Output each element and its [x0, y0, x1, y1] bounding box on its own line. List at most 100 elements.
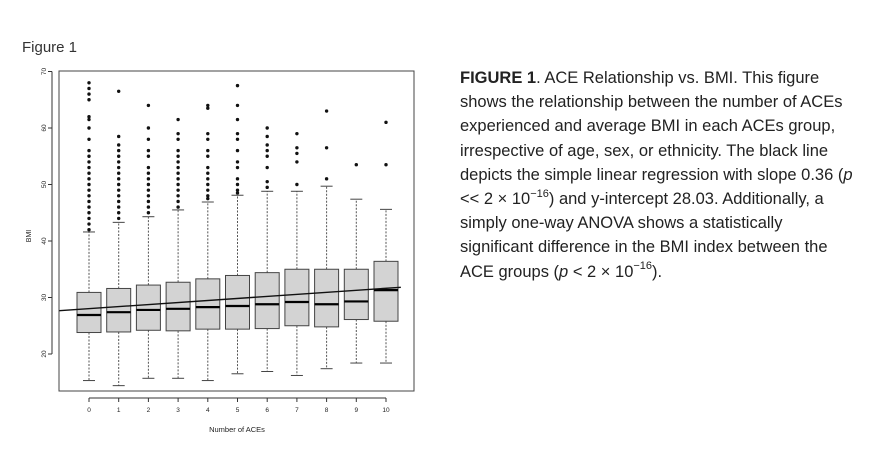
outlier-4-1 — [206, 194, 210, 198]
outlier-4-2 — [206, 188, 210, 192]
box-0 — [76, 291, 102, 334]
x-tick-label-9: 9 — [354, 407, 358, 414]
outlier-6-5 — [265, 143, 269, 147]
box-group-7 — [284, 190, 310, 376]
outlier-2-5 — [146, 182, 151, 187]
x-tick-label-8: 8 — [325, 407, 329, 414]
outlier-4-9 — [206, 137, 210, 141]
outlier-0-13 — [87, 154, 91, 158]
outlier-9-0 — [354, 163, 358, 167]
outliers-layer — [87, 81, 388, 232]
outlier-8-0 — [324, 177, 329, 181]
x-axis-label: Number of ACEs — [209, 425, 265, 434]
box-group-2 — [135, 216, 161, 379]
y-tick-label-60: 60 — [41, 124, 48, 132]
caption-text-2: << 2 × 10 — [460, 190, 531, 209]
outlier-1-9 — [117, 165, 121, 170]
outlier-3-0 — [176, 205, 180, 209]
outlier-2-13 — [146, 103, 151, 108]
box-1 — [106, 287, 132, 333]
box-group-8 — [314, 185, 340, 370]
outlier-2-11 — [146, 137, 151, 141]
box-group-0 — [76, 231, 102, 382]
outlier-2-0 — [146, 211, 151, 215]
x-tick-label-1: 1 — [117, 407, 121, 414]
box-6 — [254, 272, 280, 330]
outlier-3-8 — [176, 160, 180, 164]
outlier-1-15 — [117, 89, 121, 93]
outlier-4-7 — [206, 154, 210, 158]
outlier-0-10 — [87, 171, 91, 175]
outlier-3-7 — [176, 165, 180, 170]
y-tick-label-30: 30 — [41, 294, 48, 302]
box-group-3 — [165, 209, 191, 379]
x-tick-label-4: 4 — [206, 407, 210, 414]
outlier-5-10 — [235, 103, 240, 108]
outlier-5-5 — [235, 160, 240, 164]
x-tick-label-7: 7 — [295, 407, 299, 414]
outlier-4-5 — [206, 171, 210, 175]
y-tick-label-50: 50 — [41, 181, 48, 189]
outlier-4-11 — [206, 106, 210, 110]
outlier-6-6 — [265, 134, 269, 139]
outlier-7-1 — [295, 160, 299, 164]
outlier-7-4 — [295, 131, 299, 136]
outlier-1-2 — [117, 205, 121, 209]
outlier-2-8 — [146, 165, 151, 170]
box-group-10 — [373, 208, 399, 364]
outlier-1-8 — [117, 171, 121, 175]
box-8 — [314, 268, 340, 328]
outlier-5-1 — [235, 188, 240, 192]
outlier-4-10 — [206, 131, 210, 136]
outlier-3-9 — [176, 154, 180, 158]
outlier-5-9 — [235, 117, 240, 122]
outlier-3-4 — [176, 182, 180, 187]
boxes-layer — [76, 185, 399, 387]
outlier-0-4 — [87, 205, 91, 209]
outlier-0-7 — [87, 188, 91, 192]
outlier-0-3 — [87, 211, 91, 215]
outlier-0-0 — [87, 228, 91, 232]
caption-exponent-2: −16 — [633, 260, 653, 273]
outlier-6-4 — [265, 148, 269, 153]
caption-text-1: . ACE Relationship vs. BMI. This figure … — [460, 69, 844, 184]
outlier-0-15 — [87, 137, 91, 141]
outlier-4-6 — [206, 165, 210, 170]
box-group-1 — [106, 221, 132, 387]
x-tick-label-5: 5 — [236, 407, 240, 414]
outlier-2-3 — [146, 194, 151, 198]
outlier-5-11 — [235, 83, 240, 88]
outlier-0-16 — [87, 126, 91, 130]
y-tick-label-20: 20 — [41, 350, 48, 358]
outlier-0-11 — [87, 165, 91, 170]
outlier-3-2 — [176, 194, 180, 198]
y-axis-label: BMI — [26, 230, 33, 243]
outlier-0-1 — [87, 222, 91, 226]
outlier-3-11 — [176, 137, 180, 141]
outlier-7-0 — [295, 182, 299, 187]
y-tick-label-70: 70 — [41, 68, 48, 76]
outlier-6-1 — [265, 179, 269, 184]
outlier-2-2 — [146, 199, 151, 204]
outlier-5-0 — [235, 191, 240, 195]
outlier-1-5 — [117, 188, 121, 192]
outlier-2-4 — [146, 188, 151, 192]
outlier-5-2 — [235, 182, 240, 187]
outlier-0-19 — [87, 98, 91, 102]
outlier-3-5 — [176, 177, 180, 181]
outlier-0-5 — [87, 199, 91, 204]
outlier-6-0 — [265, 185, 269, 190]
outlier-1-11 — [117, 154, 121, 158]
box-5 — [225, 274, 250, 330]
x-tick-label-2: 2 — [147, 407, 151, 414]
axes-layer: 0 1 2 3 4 5 6 7 8 9 10 20 30 40 50 60 70 — [41, 68, 390, 414]
outlier-4-0 — [206, 196, 210, 201]
outlier-3-10 — [176, 148, 180, 153]
outlier-7-3 — [295, 146, 299, 150]
outlier-2-9 — [146, 154, 151, 158]
box-9 — [343, 268, 369, 321]
outlier-4-12 — [206, 103, 210, 108]
y-tick-label-40: 40 — [41, 237, 48, 245]
outlier-0-9 — [87, 177, 91, 181]
outlier-1-13 — [117, 143, 121, 147]
